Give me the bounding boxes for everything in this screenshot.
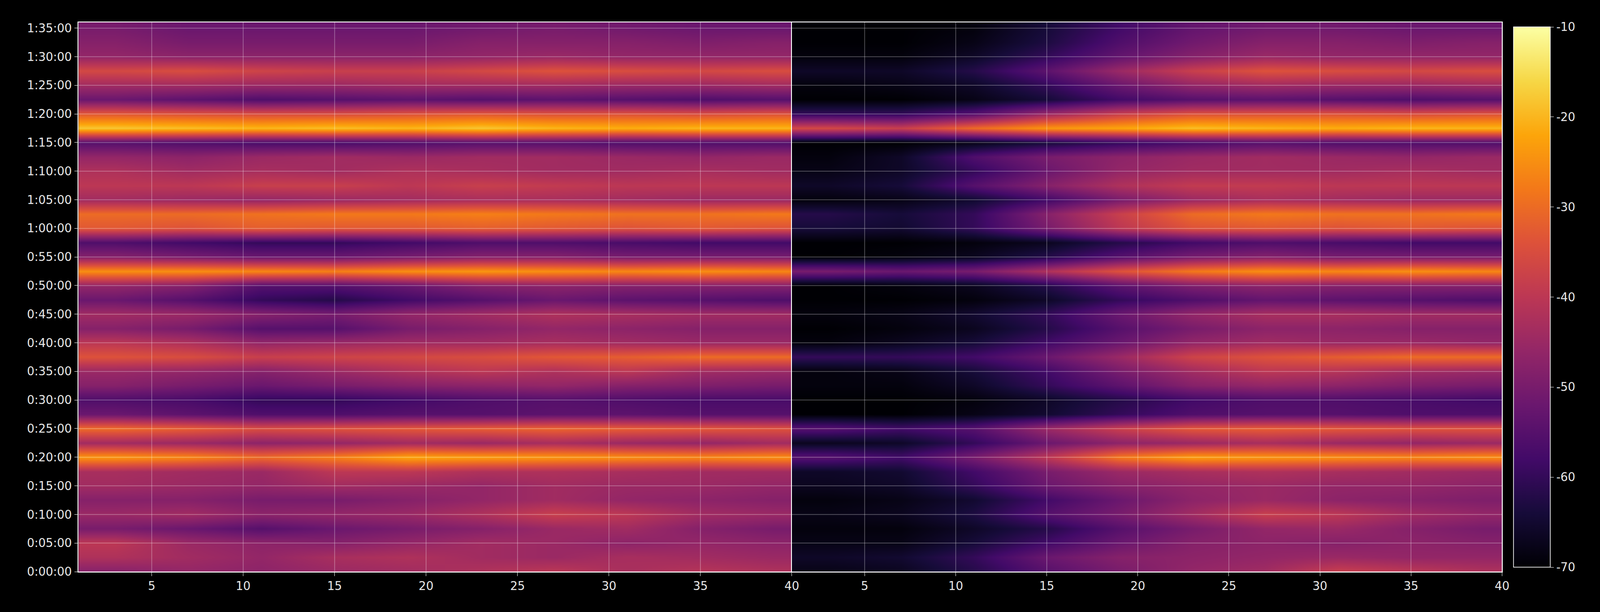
svg-text:0:45:00: 0:45:00	[26, 307, 72, 321]
svg-text:0:25:00: 0:25:00	[26, 421, 72, 436]
svg-text:35: 35	[692, 579, 708, 593]
svg-text:20: 20	[1130, 579, 1146, 593]
svg-text:25: 25	[510, 579, 525, 593]
svg-text:1:15:00: 1:15:00	[26, 135, 72, 150]
svg-text:0:05:00: 0:05:00	[26, 536, 72, 550]
svg-text:-30: -30	[1556, 200, 1575, 214]
svg-text:0:40:00: 0:40:00	[26, 336, 72, 350]
svg-text:-50: -50	[1556, 380, 1575, 394]
svg-text:-60: -60	[1556, 470, 1575, 484]
svg-text:40: 40	[784, 579, 800, 593]
svg-text:15: 15	[1039, 579, 1055, 593]
svg-text:1:20:00: 1:20:00	[26, 107, 72, 121]
svg-text:0:30:00: 0:30:00	[26, 393, 72, 407]
svg-text:-20: -20	[1556, 110, 1575, 124]
svg-text:1:30:00: 1:30:00	[26, 50, 72, 64]
svg-text:30: 30	[1312, 579, 1328, 593]
svg-text:1:10:00: 1:10:00	[26, 164, 72, 178]
svg-text:0:55:00: 0:55:00	[26, 250, 72, 264]
svg-text:5: 5	[860, 579, 869, 593]
svg-text:35: 35	[1403, 579, 1419, 593]
svg-text:0:10:00: 0:10:00	[26, 507, 72, 522]
svg-text:1:25:00: 1:25:00	[26, 78, 72, 92]
svg-text:25: 25	[1221, 579, 1237, 593]
svg-text:40: 40	[1494, 579, 1510, 593]
svg-text:-40: -40	[1556, 290, 1575, 304]
svg-text:0:15:00: 0:15:00	[26, 479, 72, 493]
svg-text:15: 15	[327, 579, 342, 593]
svg-text:0:35:00: 0:35:00	[26, 364, 72, 378]
svg-text:1:00:00: 1:00:00	[26, 221, 72, 235]
svg-text:10: 10	[948, 579, 964, 593]
svg-text:0:50:00: 0:50:00	[26, 278, 72, 293]
svg-text:-10: -10	[1556, 20, 1575, 34]
svg-text:10: 10	[235, 579, 251, 593]
svg-text:30: 30	[601, 579, 617, 593]
svg-text:20: 20	[418, 579, 434, 593]
svg-text:5: 5	[147, 579, 156, 593]
svg-text:1:05:00: 1:05:00	[26, 193, 72, 207]
svg-text:1:35:00: 1:35:00	[26, 21, 72, 35]
svg-text:0:20:00: 0:20:00	[26, 450, 72, 464]
svg-text:0:00:00: 0:00:00	[26, 564, 72, 579]
svg-text:-70: -70	[1556, 560, 1575, 574]
